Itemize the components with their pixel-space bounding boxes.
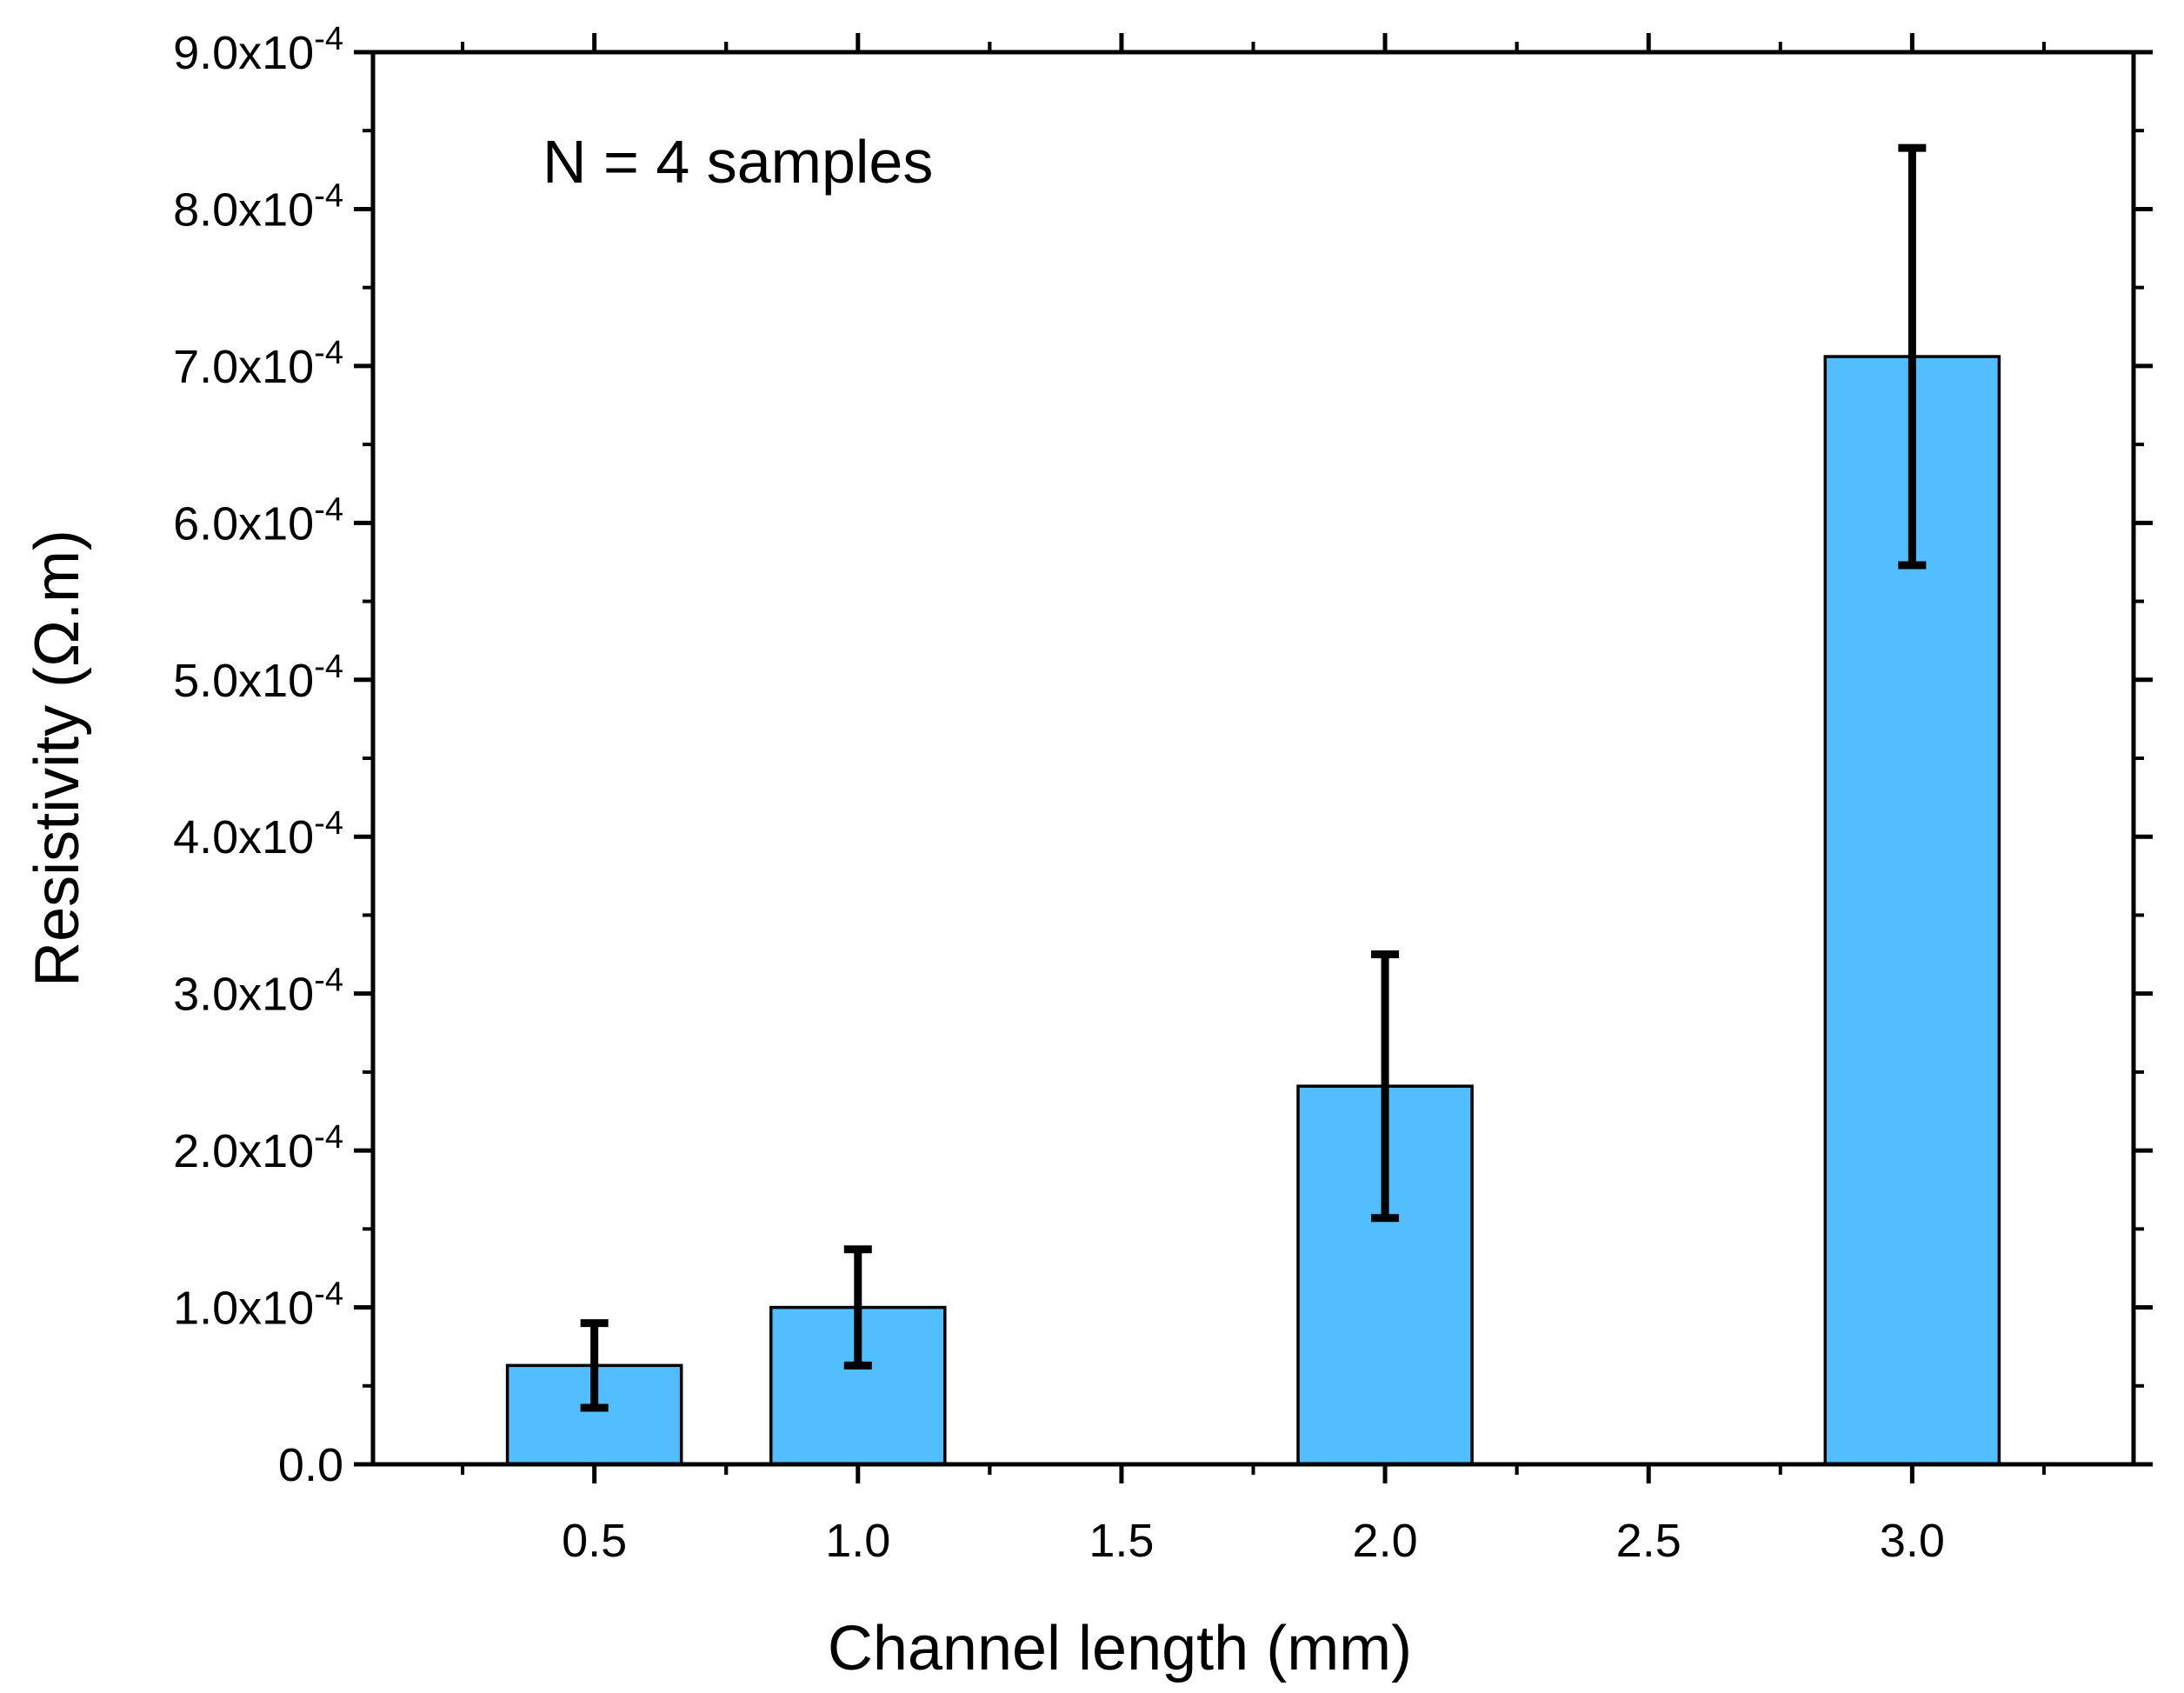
y-tick-label: 0.0 [278, 1439, 343, 1491]
y-tick-labels: 0.0 1.0x10-4 2.0x10-4 3.0x10-4 4.0x10-4 5.0x1… [173, 21, 343, 1491]
x-axis-title: Channel length (mm) [828, 1614, 1412, 1683]
x-tick-label: 2.5 [1616, 1515, 1681, 1567]
y-axis-title: Resistivity (Ω.m) [23, 530, 92, 987]
y-tick-label: 8.0x10-4 [173, 177, 343, 236]
x-tick-label: 3.0 [1880, 1515, 1945, 1567]
y-tick-label: 4.0x10-4 [173, 805, 343, 863]
y-tick-label: 2.0x10-4 [173, 1119, 343, 1177]
error-bar-0.5 [580, 1319, 609, 1412]
x-tick-label: 1.5 [1089, 1515, 1154, 1567]
y-tick-label: 9.0x10-4 [173, 21, 343, 79]
x-tick-labels: 0.5 1.0 1.5 2.0 2.5 3.0 [562, 1515, 1945, 1567]
error-bar-2.0 [1371, 950, 1400, 1223]
y-tick-label: 7.0x10-4 [173, 335, 343, 393]
x-tick-label: 1.0 [825, 1515, 890, 1567]
y-tick-label: 5.0x10-4 [173, 649, 343, 707]
plot-frame [370, 50, 2136, 1467]
y-tick-label: 6.0x10-4 [173, 491, 343, 550]
x-tick-label: 0.5 [562, 1515, 627, 1567]
error-bar-3.0 [1898, 143, 1927, 570]
y-tick-label: 1.0x10-4 [173, 1276, 343, 1335]
y-tick-label: 3.0x10-4 [173, 963, 343, 1021]
x-tick-label: 2.0 [1353, 1515, 1418, 1567]
bars [505, 355, 2001, 1466]
sample-count-annotation: N = 4 samples [543, 128, 933, 196]
major-ticks [354, 33, 2153, 1483]
error-bars [580, 143, 1927, 1412]
error-bar-1.0 [843, 1245, 872, 1370]
